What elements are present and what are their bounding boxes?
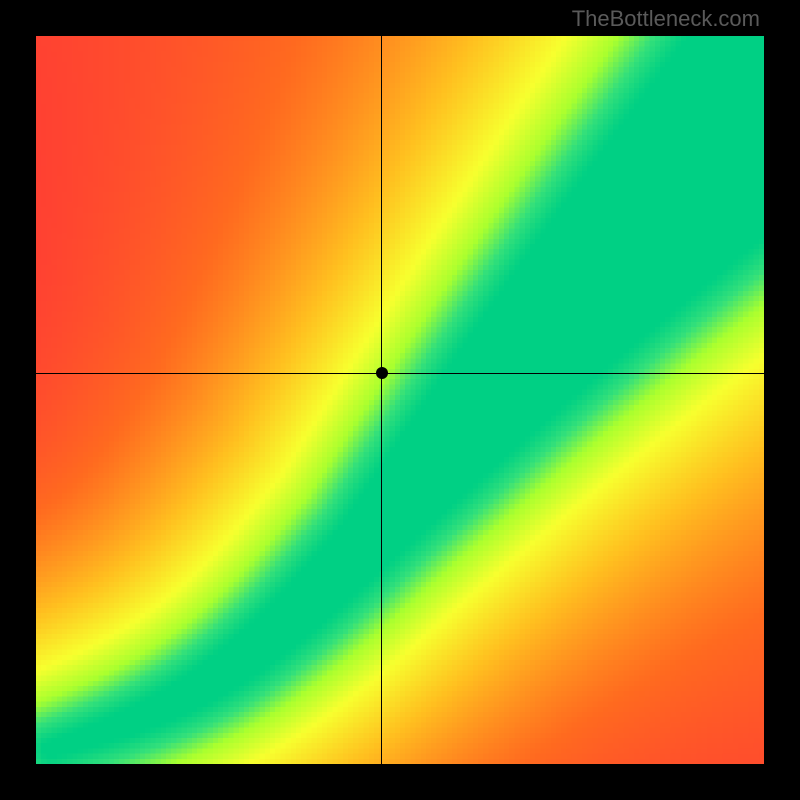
crosshair-point <box>376 367 388 379</box>
heatmap-canvas <box>36 36 764 764</box>
heatmap-plot <box>36 36 764 764</box>
crosshair-horizontal <box>36 373 764 374</box>
crosshair-vertical <box>381 36 382 764</box>
watermark-text: TheBottleneck.com <box>572 6 760 32</box>
